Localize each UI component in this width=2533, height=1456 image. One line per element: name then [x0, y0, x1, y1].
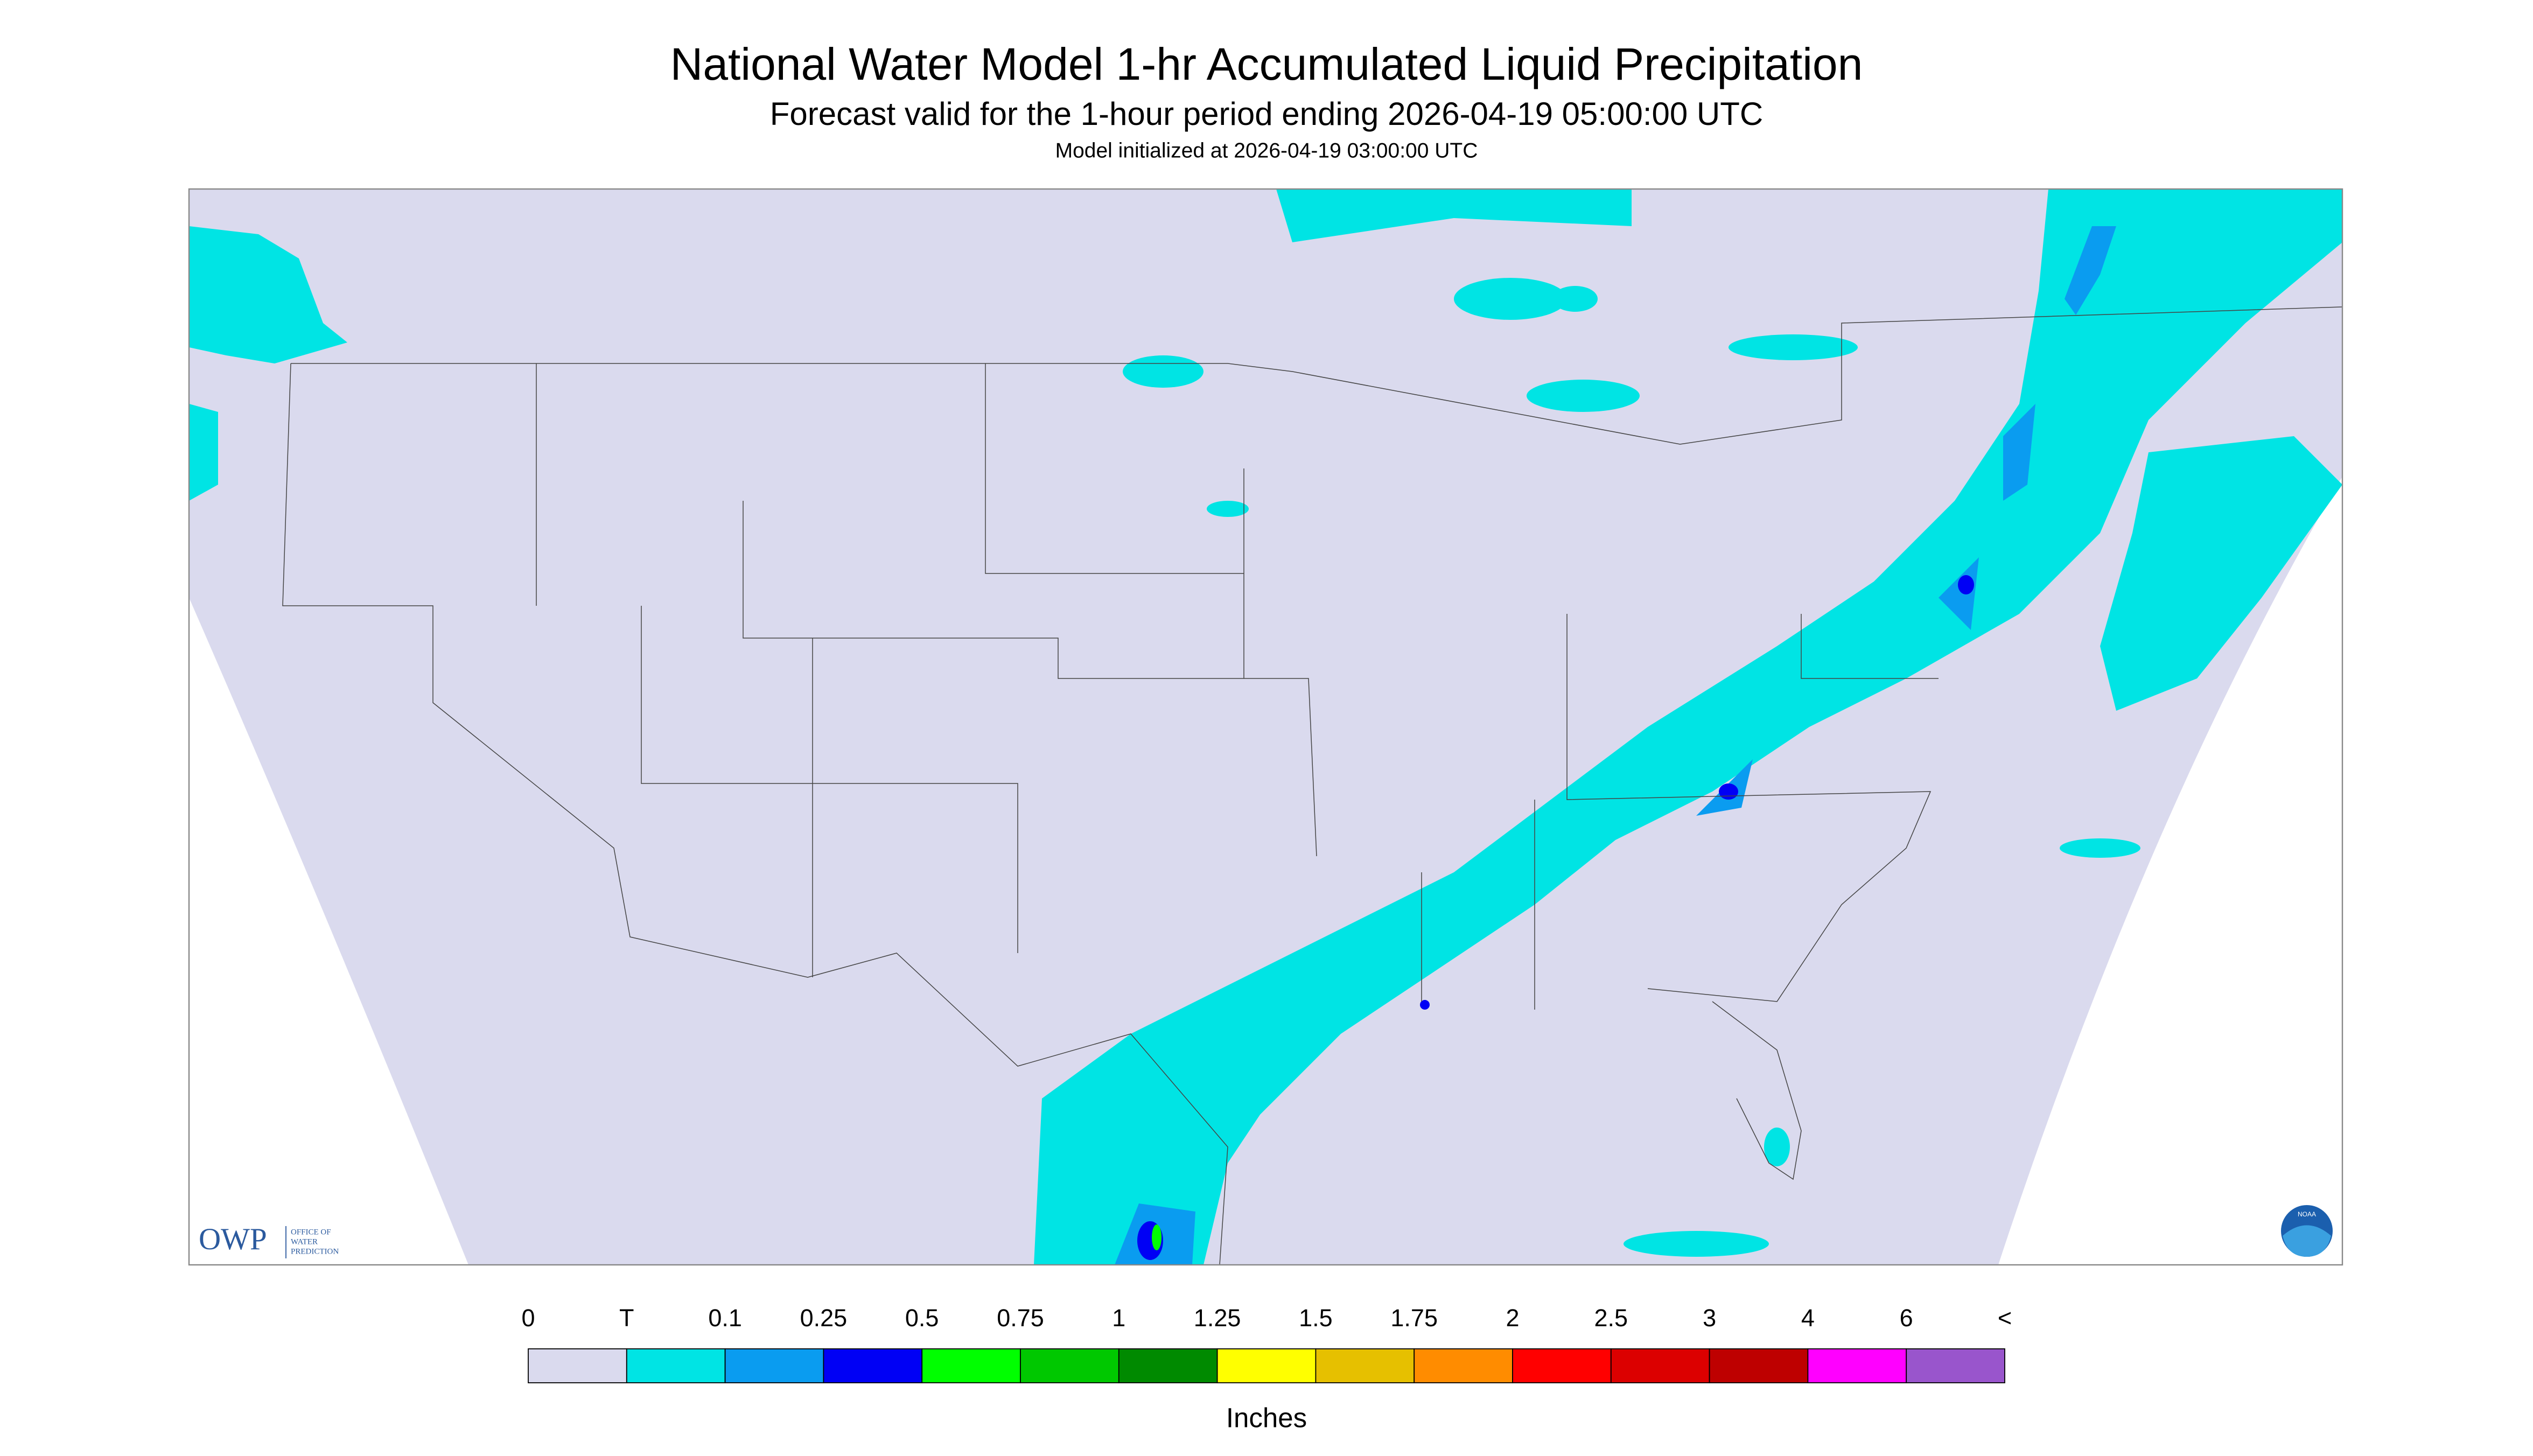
legend-label: 0 [521, 1304, 535, 1332]
legend-label: 1.75 [1390, 1304, 1438, 1332]
legend-swatch [1216, 1348, 1317, 1383]
boundaries [282, 306, 2343, 1265]
legend-swatch [921, 1348, 1021, 1383]
owp-logo: OWP [199, 1222, 267, 1256]
legend-label: 1 [1112, 1304, 1125, 1332]
owp-name: WATER [291, 1237, 318, 1246]
legend-swatch [528, 1348, 627, 1383]
legend-label: 4 [1801, 1304, 1815, 1332]
map-frame [188, 188, 2343, 1266]
legend-label: 0.5 [905, 1304, 939, 1332]
noaa-wave [2283, 1225, 2331, 1257]
legend-label: 1.5 [1299, 1304, 1333, 1332]
owp-name: PREDICTION [291, 1247, 339, 1256]
legend-label: 3 [1703, 1304, 1716, 1332]
owp-name: OFFICE OF [291, 1228, 331, 1236]
legend-label: 0.75 [997, 1304, 1044, 1332]
legend-swatch [1807, 1348, 1907, 1383]
legend-swatch [1315, 1348, 1415, 1383]
legend-swatch [724, 1348, 824, 1383]
legend-label: 1.25 [1194, 1304, 1241, 1332]
legend-label: 2 [1506, 1304, 1519, 1332]
init-time: Model initialized at 2026-04-19 03:00:00… [1055, 139, 1478, 162]
legend-swatch [1020, 1348, 1119, 1383]
legend: 0 T 0.1 0.25 0.5 0.75 1 1.25 1.5 1.75 2 2.5 3 4 6 < [521, 1304, 2012, 1383]
legend-units: Inches [1226, 1402, 1307, 1433]
domain [189, 189, 2342, 1265]
legend-swatch [823, 1348, 923, 1383]
title: National Water Model 1-hr Accumulated Li… [670, 39, 1863, 89]
legend-label: 0.1 [708, 1304, 742, 1332]
legend-swatch [1512, 1348, 1612, 1383]
subtitle: Forecast valid for the 1-hour period end… [770, 96, 1763, 132]
legend-swatch [626, 1348, 726, 1383]
legend-label: < [1998, 1304, 2012, 1332]
legend-swatch [1118, 1348, 1218, 1383]
legend-label: 2.5 [1594, 1304, 1628, 1332]
map: OWP OFFICE OF WATER PREDICTION NOAA [188, 188, 2343, 1266]
legend-swatch [1906, 1348, 2005, 1383]
legend-label: 0.25 [800, 1304, 848, 1332]
legend-swatch [1414, 1348, 1513, 1383]
legend-label: T [619, 1304, 634, 1332]
precip-peak [1152, 1224, 1161, 1251]
legend-swatch [1709, 1348, 1809, 1383]
legend-label: 6 [1900, 1304, 1913, 1332]
legend-swatch [1610, 1348, 1710, 1383]
noaa-text: NOAA [2298, 1210, 2316, 1218]
